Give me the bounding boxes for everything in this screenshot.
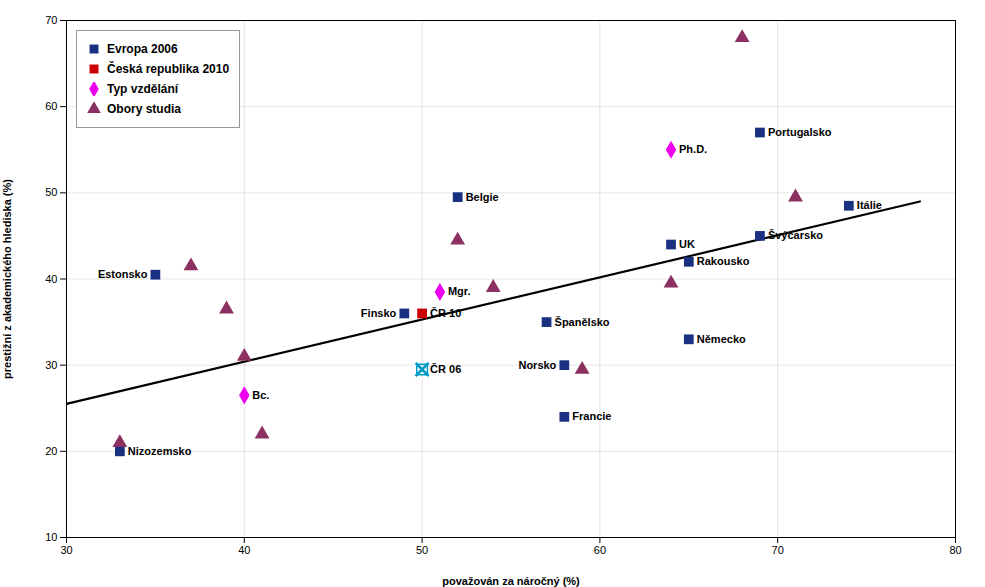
svg-text:Portugalsko: Portugalsko [768, 126, 832, 138]
html-text:Evropa 2006: Evropa 2006 [107, 42, 178, 56]
svg-text:Itálie: Itálie [857, 199, 882, 211]
svg-text:Francie: Francie [572, 410, 611, 422]
svg-text:prestižní z akademického hledi: prestižní z akademického hlediska (%) [1, 179, 13, 379]
svg-text:Švýcarsko: Švýcarsko [768, 229, 823, 241]
svg-text:60: 60 [594, 544, 606, 556]
svg-text:30: 30 [45, 359, 57, 371]
svg-text:50: 50 [45, 186, 57, 198]
svg-text:30: 30 [60, 544, 72, 556]
svg-text:10: 10 [45, 531, 57, 543]
svg-text:Estonsko: Estonsko [98, 268, 148, 280]
svg-text:70: 70 [45, 14, 57, 26]
html-text:Obory studia: Obory studia [107, 102, 181, 116]
svg-text:Belgie: Belgie [466, 191, 499, 203]
svg-text:Rakousko: Rakousko [697, 255, 750, 267]
svg-text:40: 40 [238, 544, 250, 556]
svg-text:20: 20 [45, 445, 57, 457]
svg-text:Španělsko: Španělsko [555, 316, 610, 328]
svg-text:80: 80 [949, 544, 961, 556]
svg-text:Německo: Německo [697, 333, 746, 345]
html-text:Typ vzdělání: Typ vzdělání [107, 82, 179, 96]
svg-text:60: 60 [45, 100, 57, 112]
svg-text:Ph.D.: Ph.D. [679, 143, 707, 155]
svg-text:Finsko: Finsko [361, 307, 397, 319]
svg-text:70: 70 [772, 544, 784, 556]
svg-text:40: 40 [45, 273, 57, 285]
html-text:Česká republika 2010: Česká republika 2010 [107, 62, 230, 76]
svg-text:50: 50 [416, 544, 428, 556]
svg-text:ČR 10: ČR 10 [430, 307, 461, 319]
svg-text:ČR 06: ČR 06 [430, 363, 461, 375]
svg-text:Bc.: Bc. [252, 389, 269, 401]
svg-text:považován za náročný (%): považován za náročný (%) [442, 575, 580, 587]
svg-text:Nizozemsko: Nizozemsko [128, 445, 192, 457]
svg-text:Norsko: Norsko [518, 359, 556, 371]
svg-text:Mgr.: Mgr. [448, 285, 471, 297]
svg-text:UK: UK [679, 238, 695, 250]
